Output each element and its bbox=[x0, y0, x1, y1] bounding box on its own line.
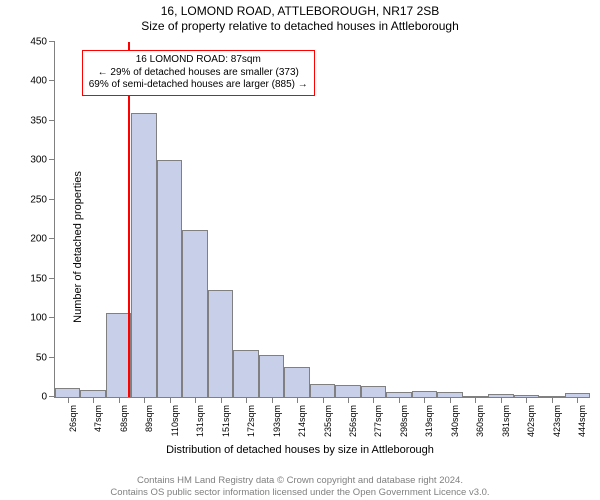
x-tick bbox=[475, 397, 476, 403]
x-tick bbox=[246, 397, 247, 403]
chart-area: Number of detached properties 0501001502… bbox=[0, 38, 600, 456]
x-tick bbox=[272, 397, 273, 403]
histogram-bar bbox=[157, 160, 182, 397]
x-tick-label: 444sqm bbox=[577, 405, 587, 437]
x-tick-label: 193sqm bbox=[272, 405, 282, 437]
x-tick-label: 298sqm bbox=[399, 405, 409, 437]
x-tick bbox=[93, 397, 94, 403]
x-tick-label: 47sqm bbox=[93, 405, 103, 432]
x-tick-label: 214sqm bbox=[297, 405, 307, 437]
x-tick bbox=[195, 397, 196, 403]
x-tick bbox=[450, 397, 451, 403]
x-tick bbox=[399, 397, 400, 403]
histogram-bar bbox=[131, 113, 156, 397]
x-tick-label: 26sqm bbox=[68, 405, 78, 432]
x-tick-label: 68sqm bbox=[119, 405, 129, 432]
histogram-bar bbox=[284, 367, 309, 397]
x-tick bbox=[144, 397, 145, 403]
x-tick bbox=[119, 397, 120, 403]
y-tick-label: 0 bbox=[41, 392, 55, 403]
x-tick-label: 381sqm bbox=[501, 405, 511, 437]
x-tick-label: 235sqm bbox=[323, 405, 333, 437]
x-tick bbox=[373, 397, 374, 403]
x-tick bbox=[424, 397, 425, 403]
x-tick bbox=[501, 397, 502, 403]
histogram-bar bbox=[335, 385, 360, 397]
y-tick-label: 250 bbox=[30, 194, 55, 205]
histogram-bar bbox=[233, 350, 258, 397]
x-tick-label: 89sqm bbox=[144, 405, 154, 432]
plot-region: 05010015020025030035040045026sqm47sqm68s… bbox=[54, 42, 590, 398]
y-tick-label: 200 bbox=[30, 234, 55, 245]
x-tick-label: 360sqm bbox=[475, 405, 485, 437]
footer-line-2: Contains OS public sector information li… bbox=[0, 487, 600, 498]
title-block: 16, LOMOND ROAD, ATTLEBOROUGH, NR17 2SB … bbox=[0, 0, 600, 33]
x-tick-label: 402sqm bbox=[526, 405, 536, 437]
annotation-line-3: 69% of semi-detached houses are larger (… bbox=[89, 79, 308, 92]
x-tick-label: 319sqm bbox=[424, 405, 434, 437]
chart-supertitle: 16, LOMOND ROAD, ATTLEBOROUGH, NR17 2SB bbox=[0, 4, 600, 18]
y-tick-label: 150 bbox=[30, 273, 55, 284]
x-tick-label: 110sqm bbox=[170, 405, 180, 436]
y-tick-label: 100 bbox=[30, 313, 55, 324]
x-tick bbox=[297, 397, 298, 403]
x-tick-label: 131sqm bbox=[195, 405, 205, 437]
histogram-bar bbox=[259, 355, 284, 397]
histogram-bar bbox=[361, 386, 386, 397]
x-tick bbox=[577, 397, 578, 403]
histogram-bar bbox=[55, 388, 80, 397]
x-tick-label: 172sqm bbox=[246, 405, 256, 437]
x-tick-label: 277sqm bbox=[373, 405, 383, 437]
x-tick bbox=[552, 397, 553, 403]
y-tick-label: 50 bbox=[36, 352, 55, 363]
annotation-box: 16 LOMOND ROAD: 87sqm← 29% of detached h… bbox=[82, 50, 315, 96]
x-tick bbox=[526, 397, 527, 403]
y-tick-label: 350 bbox=[30, 115, 55, 126]
footer-attribution: Contains HM Land Registry data © Crown c… bbox=[0, 475, 600, 498]
y-tick-label: 400 bbox=[30, 76, 55, 87]
x-tick-label: 340sqm bbox=[450, 405, 460, 437]
x-tick-label: 256sqm bbox=[348, 405, 358, 437]
histogram-bar bbox=[80, 390, 105, 397]
x-tick-label: 151sqm bbox=[221, 405, 231, 437]
histogram-bar bbox=[208, 290, 233, 397]
histogram-bar bbox=[182, 230, 207, 397]
x-tick bbox=[323, 397, 324, 403]
x-tick bbox=[170, 397, 171, 403]
x-tick bbox=[221, 397, 222, 403]
footer-line-1: Contains HM Land Registry data © Crown c… bbox=[0, 475, 600, 486]
annotation-line-2: ← 29% of detached houses are smaller (37… bbox=[89, 67, 308, 80]
x-tick-label: 423sqm bbox=[552, 405, 562, 437]
y-tick-label: 450 bbox=[30, 37, 55, 48]
x-tick bbox=[68, 397, 69, 403]
x-axis-label: Distribution of detached houses by size … bbox=[166, 444, 434, 456]
chart-title: Size of property relative to detached ho… bbox=[0, 19, 600, 33]
annotation-line-1: 16 LOMOND ROAD: 87sqm bbox=[89, 54, 308, 67]
y-tick-label: 300 bbox=[30, 155, 55, 166]
x-tick bbox=[348, 397, 349, 403]
histogram-bar bbox=[310, 384, 335, 397]
